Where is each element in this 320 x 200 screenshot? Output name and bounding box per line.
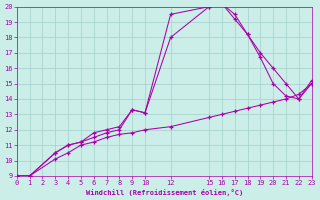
X-axis label: Windchill (Refroidissement éolien,°C): Windchill (Refroidissement éolien,°C) <box>85 189 243 196</box>
